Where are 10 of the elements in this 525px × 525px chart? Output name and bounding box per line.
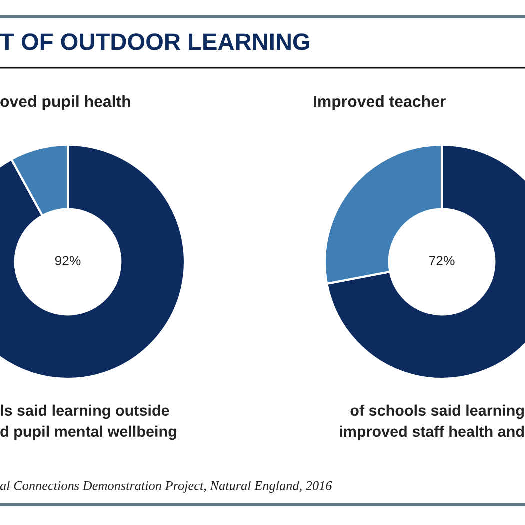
text: improved staff health and [340,426,524,440]
chart-subtitle: oved pupil health [0,96,130,110]
data-label: 72% [429,256,455,266]
chart-title: T OF OUTDOOR LEARNING [0,34,310,50]
text: d pupil mental wellbeing [0,426,176,440]
text: ls said learning outside [1,404,170,420]
text: al Connections Demonstration Project, Natural England, 2016 [0,481,332,493]
text: of schools said learning [350,404,524,420]
data-label: 92% [55,256,81,266]
chart-subtitle: Improved teacher [314,96,446,110]
